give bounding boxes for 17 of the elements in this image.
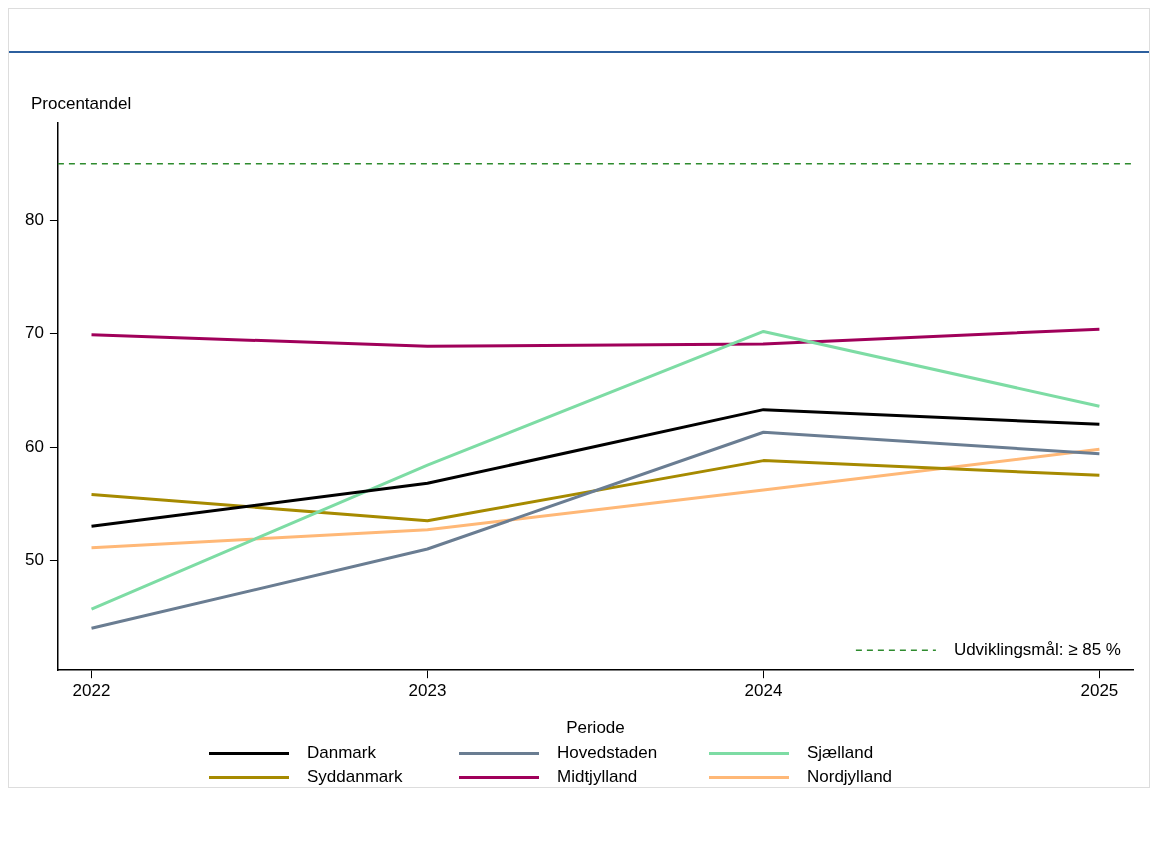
legend-label: Udviklingsmål: ≥ 85 % (953, 639, 1121, 659)
y-axis-title: Procentandel (31, 94, 132, 114)
y-tick-label: 60 (24, 436, 44, 456)
y-tick-label: 80 (24, 210, 44, 230)
legend-label: Syddanmark (307, 767, 403, 787)
y-tick-label: 50 (24, 549, 44, 569)
x-tick-label: 2025 (1080, 681, 1119, 701)
legend-label: Nordjylland (807, 767, 893, 787)
x-tick-label: 2024 (744, 681, 783, 701)
legend-label: Hovedstaden (557, 743, 658, 763)
y-tick-label: 70 (24, 323, 44, 343)
x-tick-label: 2022 (72, 681, 111, 701)
legend-label: Sjælland (807, 743, 874, 763)
legend-label: Midtjylland (557, 767, 638, 787)
x-axis-title: Periode (566, 718, 625, 738)
x-tick-label: 2023 (408, 681, 447, 701)
legend-label: Danmark (307, 743, 376, 763)
